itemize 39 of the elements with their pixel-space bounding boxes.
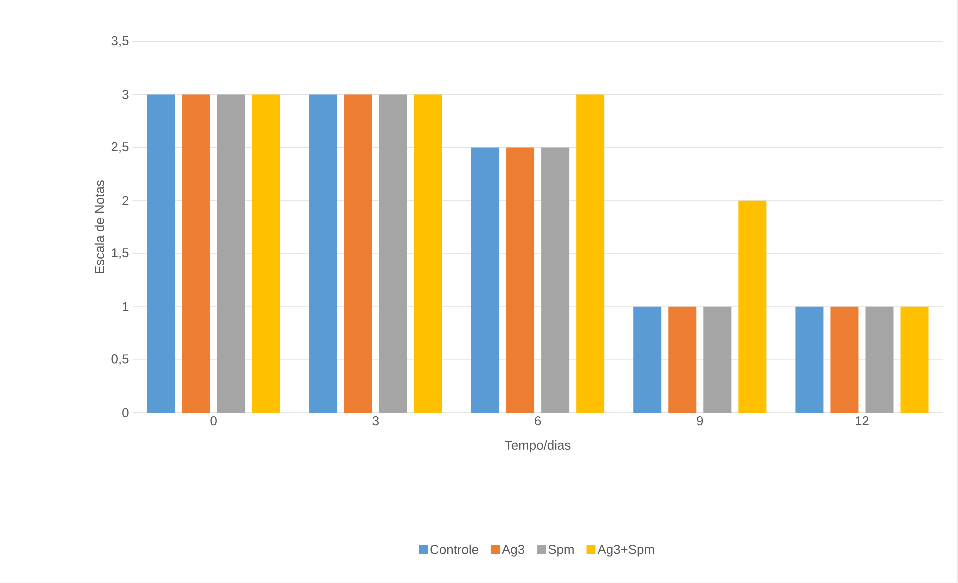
y-tick-label: 3	[122, 90, 129, 100]
bar	[472, 148, 500, 414]
bar	[182, 94, 210, 414]
bar	[830, 307, 859, 414]
bar	[738, 200, 767, 414]
bar	[796, 307, 824, 414]
x-tick-label: 3	[372, 416, 379, 426]
y-tick-label: 0	[122, 408, 129, 418]
bar	[900, 307, 929, 414]
y-tick-label: 1,5	[112, 248, 129, 260]
x-tick-label: 9	[697, 416, 704, 426]
y-tick-label: 2,5	[112, 142, 129, 154]
legend-label: Spm	[548, 545, 574, 557]
x-axis-title: Tempo/dias	[505, 440, 571, 453]
y-tick-label: 3,5	[112, 36, 129, 48]
y-tick-label: 1	[123, 302, 129, 312]
y-tick-label: 2	[122, 196, 129, 206]
bar	[866, 307, 894, 414]
y-tick-label: 0,5	[112, 354, 129, 366]
y-axis-title: Escala de Notas	[94, 180, 104, 274]
x-tick-label: 6	[535, 416, 542, 426]
bar	[252, 94, 280, 414]
bar	[414, 94, 442, 414]
bar	[147, 94, 176, 414]
bar	[379, 94, 408, 414]
legend-label: Controle	[430, 544, 478, 554]
x-tick-label: 0	[210, 416, 217, 426]
bar	[217, 94, 246, 414]
bar	[576, 94, 605, 414]
bar	[344, 94, 372, 414]
bar	[309, 94, 338, 414]
bar	[704, 307, 732, 414]
legend-label: Ag3+Spm	[598, 545, 654, 557]
x-tick-label: 12	[856, 416, 869, 426]
bar	[634, 307, 662, 414]
bar	[506, 148, 535, 414]
bar	[668, 307, 697, 414]
legend-label: Ag3	[502, 545, 525, 557]
bar	[542, 148, 570, 414]
